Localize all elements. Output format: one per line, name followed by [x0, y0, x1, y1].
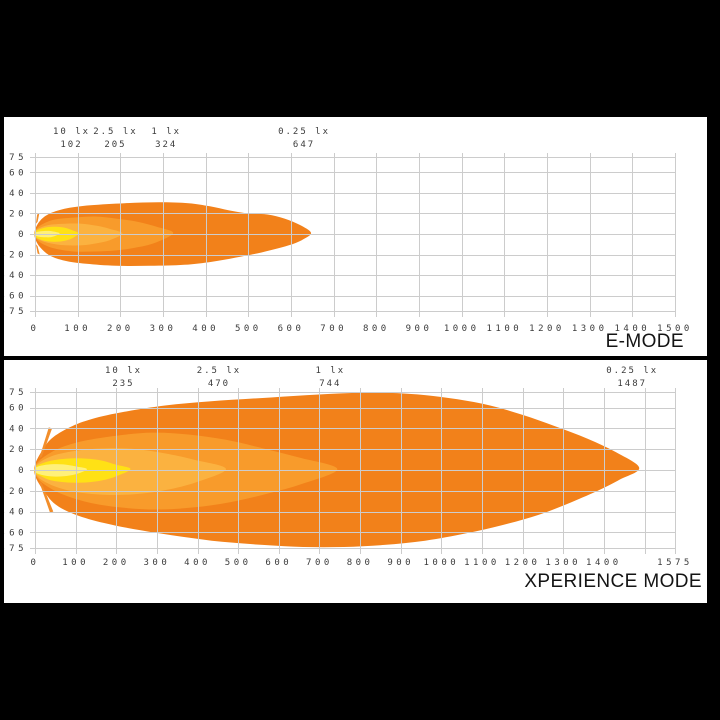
x-tick-label: 300	[150, 324, 177, 334]
y-tick-label: -60	[4, 292, 27, 302]
y-tick-label: -60	[4, 528, 27, 538]
plot-grid	[30, 153, 676, 317]
iso-lux-distance-label: 1487	[617, 379, 647, 389]
x-tick-label: 1000	[424, 558, 460, 568]
e-mode-title: E-MODE	[605, 331, 684, 352]
x-tick-label: 1500	[657, 324, 693, 334]
y-tick-label: -75	[4, 544, 27, 554]
x-tick-label: 1100	[464, 558, 500, 568]
iso-lux-distance-label: 102	[60, 140, 82, 150]
x-tick-label: 500	[235, 324, 262, 334]
x-tick-label: 500	[225, 558, 252, 568]
x-tick-label: 1400	[586, 558, 622, 568]
iso-lux-value-label: 1 lx	[315, 366, 345, 376]
y-tick-label: 75	[9, 153, 27, 163]
iso-lux-value-label: 2.5 lx	[197, 366, 242, 376]
x-tick-label: 200	[107, 324, 134, 334]
iso-lux-distance-label: 744	[319, 379, 341, 389]
y-tick-label: -75	[4, 307, 27, 317]
y-tick-label: -40	[4, 508, 27, 518]
iso-lux-value-label: 2.5 lx	[93, 127, 138, 137]
y-tick-label: 20	[9, 445, 27, 455]
x-tick-label: 700	[306, 558, 333, 568]
e-mode-chart-canvas: 0 100 200 300 400 500 600 700 800 900 1000 1100 1200…	[4, 127, 693, 334]
y-tick-label: 40	[9, 189, 27, 199]
xperience-mode-chart-canvas: 0 100 200 300 400 500 600 700 800 900 1000 1100 1200…	[4, 366, 693, 568]
y-tick-label: 75	[9, 388, 27, 398]
y-tick-label: -20	[4, 487, 27, 497]
iso-lux-value-label: 10 lx	[53, 127, 90, 137]
x-tick-label: 1300	[545, 558, 581, 568]
x-tick-label: 100	[62, 558, 89, 568]
iso-lux-value-label: 1 lx	[151, 127, 181, 137]
x-tick-label: 1200	[505, 558, 541, 568]
lens-flare-spike-1	[35, 244, 40, 255]
lens-flare-spike-0	[35, 213, 40, 224]
lens-flare-spike-0	[39, 427, 53, 459]
x-tick-label: 600	[265, 558, 292, 568]
x-tick-label: 0	[31, 558, 40, 568]
x-tick-label: 400	[192, 324, 219, 334]
iso-lux-distance-label: 324	[155, 140, 177, 150]
iso-lux-distance-label: 470	[208, 379, 230, 389]
x-tick-label: 800	[363, 324, 390, 334]
iso-lux-distance-label: 647	[293, 140, 315, 150]
x-tick-label: 900	[406, 324, 433, 334]
y-tick-label: 40	[9, 424, 27, 434]
y-tick-label: -40	[4, 271, 27, 281]
y-tick-label: 0	[18, 230, 27, 240]
x-tick-label: 1575	[657, 558, 693, 568]
x-tick-label: 100	[64, 324, 91, 334]
iso-lux-distance-label: 205	[104, 140, 126, 150]
iso-lux-value-label: 10 lx	[105, 366, 142, 376]
iso-lux-value-label: 0.25 lx	[278, 127, 330, 137]
y-tick-label: -20	[4, 251, 27, 261]
y-tick-label: 20	[9, 209, 27, 219]
x-tick-label: 600	[278, 324, 305, 334]
x-tick-label: 1300	[572, 324, 608, 334]
y-tick-label: 60	[9, 404, 27, 414]
plot-grid	[30, 388, 676, 554]
x-tick-label: 900	[387, 558, 414, 568]
x-tick-label: 1400	[614, 324, 650, 334]
x-tick-label: 1100	[486, 324, 522, 334]
iso-lux-distance-label: 235	[112, 379, 134, 389]
x-tick-label: 200	[103, 558, 130, 568]
x-tick-label: 400	[184, 558, 211, 568]
x-tick-label: 1200	[529, 324, 565, 334]
x-tick-label: 0	[31, 324, 40, 334]
beam-pattern-chart-xperience-mode: 0 100 200 300 400 500 600 700 800 900 1000 1100 1200…	[4, 360, 707, 603]
xperience-mode-title: XPERIENCE MODE	[524, 571, 702, 592]
x-tick-label: 300	[144, 558, 171, 568]
x-tick-label: 1000	[444, 324, 480, 334]
beam-pattern-chart-e-mode: 0 100 200 300 400 500 600 700 800 900 1000 1100 1200…	[4, 117, 707, 356]
iso-lux-value-label: 0.25 lx	[606, 366, 658, 376]
lens-flare-spike-1	[39, 481, 54, 513]
y-tick-label: 60	[9, 168, 27, 178]
x-tick-label: 800	[347, 558, 374, 568]
y-tick-label: 0	[18, 466, 27, 476]
x-tick-label: 700	[320, 324, 347, 334]
